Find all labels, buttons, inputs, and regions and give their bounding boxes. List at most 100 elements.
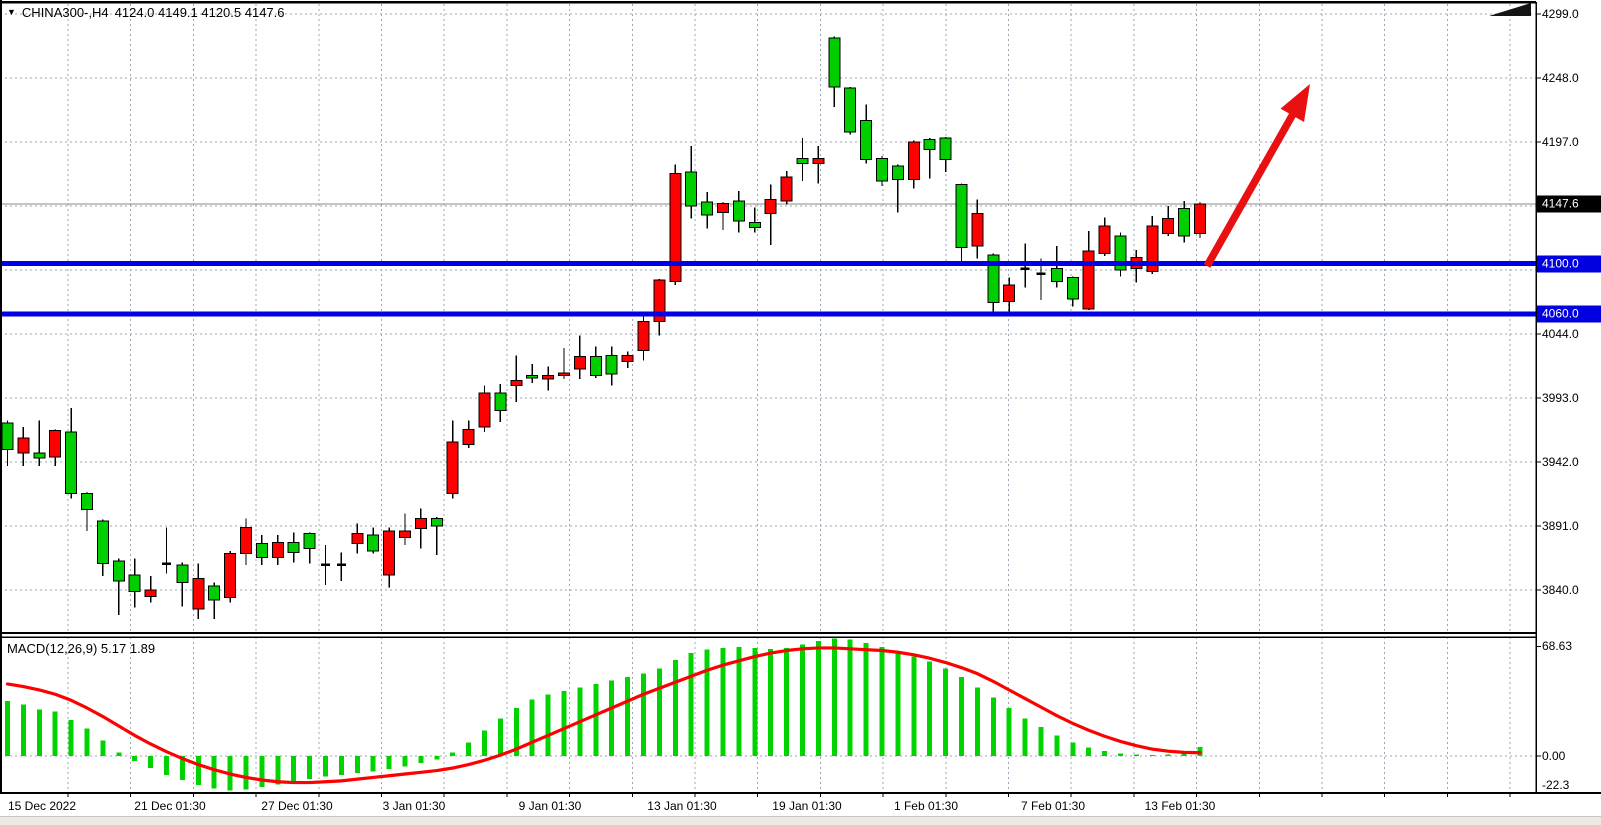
- candle: [1, 420, 14, 466]
- candle: [891, 164, 904, 213]
- candle: [812, 145, 825, 184]
- candle: [144, 576, 157, 603]
- candle: [860, 104, 873, 164]
- price-axis-label: 3891.0: [1542, 519, 1579, 533]
- candle: [224, 551, 237, 603]
- candle: [351, 523, 364, 554]
- candle: [605, 346, 618, 386]
- candle: [192, 563, 205, 619]
- candle: [446, 420, 459, 499]
- candle: [1162, 206, 1175, 237]
- candle: [955, 183, 968, 263]
- candle: [81, 492, 93, 532]
- candle: [589, 346, 602, 378]
- trend-arrow[interactable]: [1203, 84, 1310, 268]
- level-lines[interactable]: [0, 261, 1536, 317]
- candle: [321, 544, 330, 585]
- candle: [685, 145, 698, 219]
- candle: [478, 385, 491, 432]
- candle: [971, 199, 984, 259]
- candle: [208, 582, 221, 619]
- candle: [255, 534, 268, 565]
- time-axis-label: 27 Dec 01:30: [261, 799, 333, 813]
- macd-axis-label: 0.00: [1542, 749, 1566, 763]
- candle: [162, 527, 171, 574]
- candle: [844, 86, 857, 135]
- candle: [669, 164, 682, 286]
- candle: [399, 513, 411, 545]
- candle: [1050, 246, 1063, 288]
- candle: [558, 347, 570, 380]
- candle: [383, 527, 396, 588]
- candle: [748, 207, 761, 233]
- price-axis-label: 4044.0: [1542, 327, 1579, 341]
- price-axis-label: 3942.0: [1542, 455, 1579, 469]
- candle: [717, 202, 729, 230]
- chart-title: ▼ CHINA300-,H4 4124.0 4149.1 4120.5 4147…: [7, 5, 285, 20]
- time-axis-label: 15 Dec 2022: [7, 799, 77, 813]
- price-axis-label: 3993.0: [1542, 391, 1579, 405]
- candle: [287, 532, 300, 563]
- candle: [510, 355, 523, 402]
- candles-layer: [1, 36, 1206, 619]
- chart-shift-marker: [1489, 3, 1531, 16]
- price-axis-label: 4299.0: [1542, 7, 1579, 21]
- macd-signal-line: [5, 646, 1202, 785]
- candle: [1082, 231, 1095, 311]
- level-price-badge: 4060.0: [1537, 305, 1601, 323]
- candle: [65, 408, 78, 499]
- candle: [939, 136, 952, 173]
- current-price-badge: 4147.6: [1537, 195, 1601, 213]
- time-axis-label: 1 Feb 01:30: [893, 799, 959, 813]
- candle: [1194, 202, 1206, 238]
- time-axis-label: 13 Feb 01:30: [1144, 799, 1216, 813]
- ohlc-readout: 4124.0 4149.1 4120.5 4147.6: [114, 5, 285, 20]
- time-axis-label: 21 Dec 01:30: [134, 799, 206, 813]
- time-axis-label: 9 Jan 01:30: [518, 799, 582, 813]
- candle: [128, 558, 141, 608]
- level-price-badge: 4100.0: [1537, 255, 1601, 273]
- candle: [732, 190, 745, 233]
- candle: [414, 508, 427, 549]
- candle: [764, 184, 777, 245]
- time-axis-label: 19 Jan 01:30: [772, 799, 842, 813]
- candle: [1098, 217, 1111, 257]
- candle: [621, 351, 634, 368]
- candle: [33, 420, 46, 466]
- candle: [542, 366, 555, 391]
- time-axis-label: 3 Jan 01:30: [382, 799, 446, 813]
- macd-histogram: [5, 638, 1203, 791]
- candle: [240, 518, 252, 565]
- candle: [907, 140, 920, 189]
- candle: [876, 155, 888, 186]
- candle: [1003, 277, 1016, 312]
- candle: [526, 364, 539, 383]
- candle: [176, 562, 189, 607]
- macd-axis-label: 68.63: [1542, 639, 1573, 654]
- price-axis-label: 3840.0: [1542, 583, 1579, 597]
- candle: [430, 517, 443, 555]
- macd-axis-label: -22.3: [1542, 778, 1570, 792]
- pane-borders: [0, 0, 1601, 797]
- candle: [112, 558, 125, 616]
- candle: [1178, 200, 1191, 243]
- candle: [303, 532, 316, 564]
- time-axis-label: 7 Feb 01:30: [1020, 799, 1086, 813]
- candle: [828, 36, 841, 107]
- candle: [1114, 232, 1127, 277]
- price-axis-label: 4197.0: [1542, 135, 1579, 149]
- candle: [573, 335, 586, 380]
- candle: [462, 420, 475, 449]
- time-axis-label: 13 Jan 01:30: [647, 799, 717, 813]
- window-bottom-strip: [0, 816, 1601, 825]
- candle: [271, 534, 284, 565]
- candle: [49, 429, 62, 466]
- candle: [336, 552, 346, 582]
- candle: [923, 138, 936, 179]
- candle: [780, 170, 793, 205]
- symbol-dropdown-icon[interactable]: ▼: [7, 7, 16, 17]
- candle: [1066, 276, 1079, 307]
- price-axis-label: 4248.0: [1542, 71, 1579, 85]
- candle: [653, 278, 666, 336]
